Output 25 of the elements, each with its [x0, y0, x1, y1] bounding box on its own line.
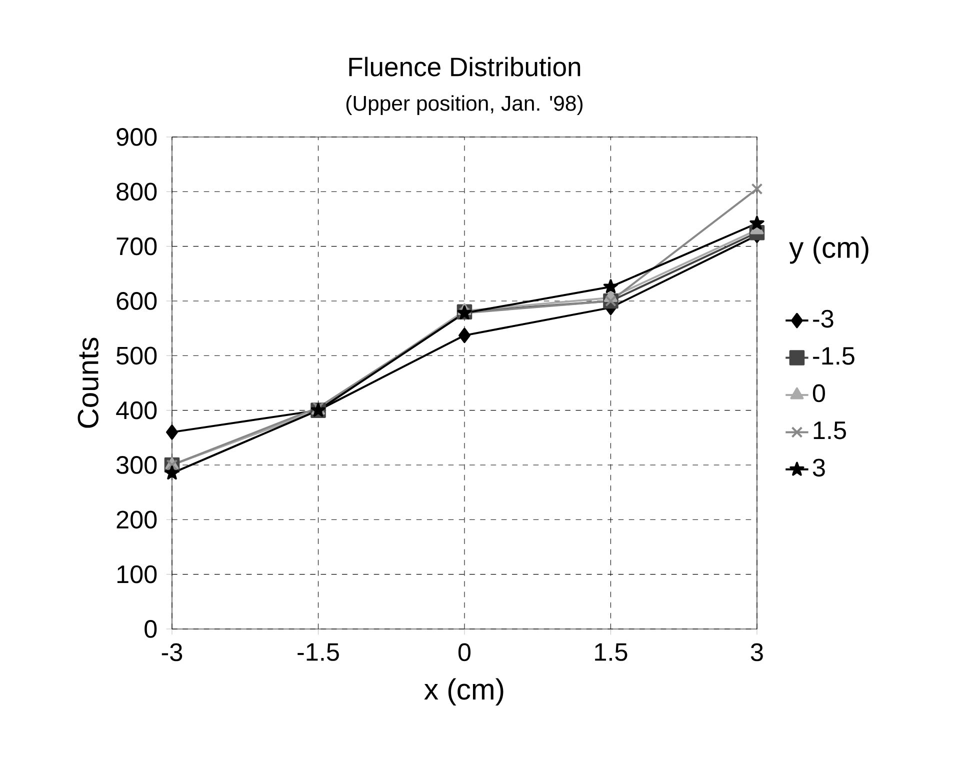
y-tick-label: 400 — [116, 401, 157, 420]
y-tick-label: 300 — [116, 456, 157, 474]
legend-label: 0 — [812, 384, 825, 402]
y-tick-label: 0 — [144, 620, 157, 638]
y-tick-label: 700 — [116, 237, 157, 256]
y-tick-label: 500 — [116, 346, 157, 365]
legend-label: -1.5 — [813, 347, 854, 365]
y-tick-label: 200 — [116, 510, 157, 529]
x-tick-label: 3 — [750, 643, 763, 662]
y-axis-title: Counts — [78, 338, 98, 428]
x-tick-label: 0 — [458, 643, 471, 662]
chart-title: Fluence Distribution — [349, 56, 580, 76]
legend-label: 1.5 — [814, 422, 846, 440]
legend-label: -3 — [813, 310, 834, 328]
x-tick-label: -3 — [162, 643, 182, 662]
legend-title: y (cm) — [789, 236, 868, 264]
x-tick-label: 1.5 — [595, 643, 628, 661]
chart-subtitle: (Upper position, Jan. '98) — [346, 95, 582, 116]
x-axis-title: x (cm) — [424, 678, 504, 706]
x-tick-label: -1.5 — [298, 643, 339, 661]
y-tick-label: 600 — [116, 292, 157, 310]
legend-label: 3 — [812, 458, 825, 477]
y-tick-label: 900 — [116, 128, 157, 146]
y-tick-label: 800 — [116, 182, 157, 201]
y-tick-label: 100 — [117, 565, 157, 584]
